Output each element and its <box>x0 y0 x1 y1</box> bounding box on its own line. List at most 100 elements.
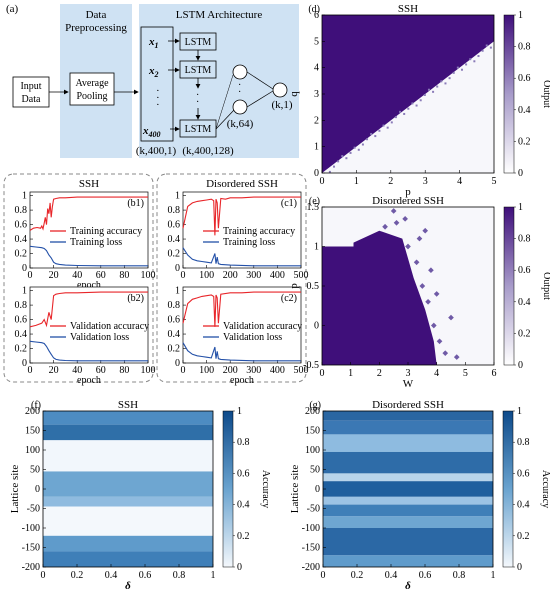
y-tick-label-f: 0 <box>35 484 40 495</box>
boundary-noise-d <box>328 170 331 173</box>
colorbar-tick-label-g: 0.8 <box>517 437 530 448</box>
lstm-title: LSTM Architecture <box>176 9 263 21</box>
group-frame-disordered <box>156 173 307 383</box>
scatter-point-e <box>422 227 429 234</box>
boundary-noise-d <box>370 132 373 135</box>
dots-lstm-1: · <box>196 90 199 101</box>
pool-label-2: Pooling <box>76 91 107 102</box>
series-line-c2-0 <box>182 291 301 327</box>
y-tick-label-g: -200 <box>302 562 320 573</box>
group-title-b1: SSH <box>79 178 99 190</box>
x-tick-label-b2: 20 <box>49 365 59 376</box>
colorbar-tick-label-e: 0.6 <box>518 265 531 276</box>
edge-h1-out <box>246 71 274 90</box>
band-g-1 <box>323 420 493 435</box>
legend-label-b1-1: Training loss <box>70 237 122 248</box>
boundary-noise-d <box>349 151 352 154</box>
y-tick-label-d: 1 <box>314 142 319 153</box>
x-axis-label-d: p <box>405 186 411 198</box>
lstm-label-400: LSTM <box>185 124 212 135</box>
colorbar-tick-label-e: 0.8 <box>518 234 531 245</box>
lstm-label-2: LSTM <box>185 65 212 76</box>
x-tick-label-b1: 80 <box>119 270 129 281</box>
x-axis-label-b1: epoch <box>77 280 101 291</box>
y-tick-label-c1: 0.4 <box>168 234 181 245</box>
x-tick-label-c1: 200 <box>223 270 238 281</box>
dim-input: (k,400,1) <box>136 145 177 157</box>
group-title-c1: Disordered SSH <box>206 178 278 190</box>
y-tick-label-d: 4 <box>314 63 319 74</box>
band-g-10 <box>323 555 493 567</box>
y-tick-label-g: 200 <box>305 406 320 417</box>
boundary-noise-d <box>489 46 492 49</box>
scatter-point-e <box>402 216 408 222</box>
heatmap-d: 0 1 2 3 4 5 0 1 2 3 4 5 6 SSH (d) p q 0 0.2 0.4 0.6 0.8 1 Outpu… <box>288 3 550 198</box>
band-g-2 <box>323 434 493 452</box>
x-tick-label-f: 0 <box>41 570 46 581</box>
colorbar-tick-label-d: 0.4 <box>518 105 531 116</box>
sequence-box <box>140 26 174 142</box>
scatter-point-e <box>433 291 440 297</box>
y-tick-label-g: 100 <box>305 445 320 456</box>
x-tick-label-g: 0.4 <box>385 570 398 581</box>
series-line-c2-1 <box>182 342 301 362</box>
y-tick-label-c2: 0.4 <box>168 329 181 340</box>
band-f-6 <box>43 535 213 552</box>
colorbar-tick-label-d: 0 <box>518 168 523 179</box>
y-tick-label-c1: 0.6 <box>168 220 181 231</box>
y-tick-label-e: 1.5 <box>307 202 320 213</box>
input-label-1: Input <box>20 81 41 92</box>
plot-frame-c1 <box>182 191 302 269</box>
legend-label-b2-1: Validation loss <box>70 332 129 343</box>
x-tick-label-f: 0.6 <box>139 570 152 581</box>
region-topological-d <box>322 15 494 173</box>
scatter-point-e <box>436 338 443 345</box>
boundary-noise-d <box>374 135 377 138</box>
band-g-8 <box>323 516 493 528</box>
scatter-point-e <box>413 259 420 266</box>
y-tick-label-d: 3 <box>314 89 319 100</box>
y-tick-label-g: -150 <box>302 543 320 554</box>
y-tick-label-b1: 0 <box>22 263 27 274</box>
y-axis-label-g: Lattice site <box>289 465 301 514</box>
plot-title-e: Disordered SSH <box>372 195 444 207</box>
x-tick-label-b2: 60 <box>96 365 106 376</box>
panel-tag-e: (e) <box>309 196 320 207</box>
lstm-label-1: LSTM <box>185 37 212 48</box>
boundary-noise-d <box>337 160 340 163</box>
colorbar-tick-label-d: 1 <box>518 10 523 21</box>
x2-label: x2 <box>148 65 159 79</box>
x-tick-label-c2: 0 <box>181 365 186 376</box>
x-tick-label-f: 1 <box>211 570 216 581</box>
x-tick-label-d: 2 <box>388 176 393 187</box>
dim-output: (k,1) <box>271 99 292 111</box>
x-tick-label-b1: 20 <box>49 270 59 281</box>
y-tick-label-g: 150 <box>305 426 320 437</box>
colorbar-label-d: Output <box>541 80 550 108</box>
dots-hidden-1: · <box>238 80 241 91</box>
input-box <box>12 76 50 108</box>
x-tick-label-c1: 0 <box>181 270 186 281</box>
legend-label-b2-0: Validation accuracy <box>70 321 149 332</box>
x-tick-label-e: 0 <box>320 368 325 379</box>
boundary-noise-d <box>436 85 439 88</box>
y-tick-label-c2: 0.6 <box>168 315 181 326</box>
scatter-point-e <box>428 267 434 274</box>
boundary-noise-d <box>382 124 385 127</box>
x-tick-label-b1: 60 <box>96 270 106 281</box>
x-tick-label-e: 4 <box>434 368 439 379</box>
y-tick-label-c2: 0.8 <box>168 300 181 311</box>
scatter-point-e <box>405 243 411 250</box>
y-tick-label-b2: 0.2 <box>15 344 28 355</box>
boundary-noise-d <box>485 44 488 47</box>
x-axis-label-g: δ <box>405 580 411 592</box>
boundary-noise-d <box>353 146 356 149</box>
y-tick-label-g: -50 <box>307 504 320 515</box>
colorbar-tick-label-f: 0.6 <box>237 468 250 479</box>
input-label-2: Data <box>22 94 41 105</box>
dots-lstm-2: · <box>196 97 199 108</box>
x-tick-label-b2: 40 <box>72 365 82 376</box>
series-line-c1-1 <box>182 247 301 267</box>
colorbar-tick-label-d: 0.2 <box>518 136 531 147</box>
colorbar-tick-label-g: 1 <box>517 406 522 417</box>
